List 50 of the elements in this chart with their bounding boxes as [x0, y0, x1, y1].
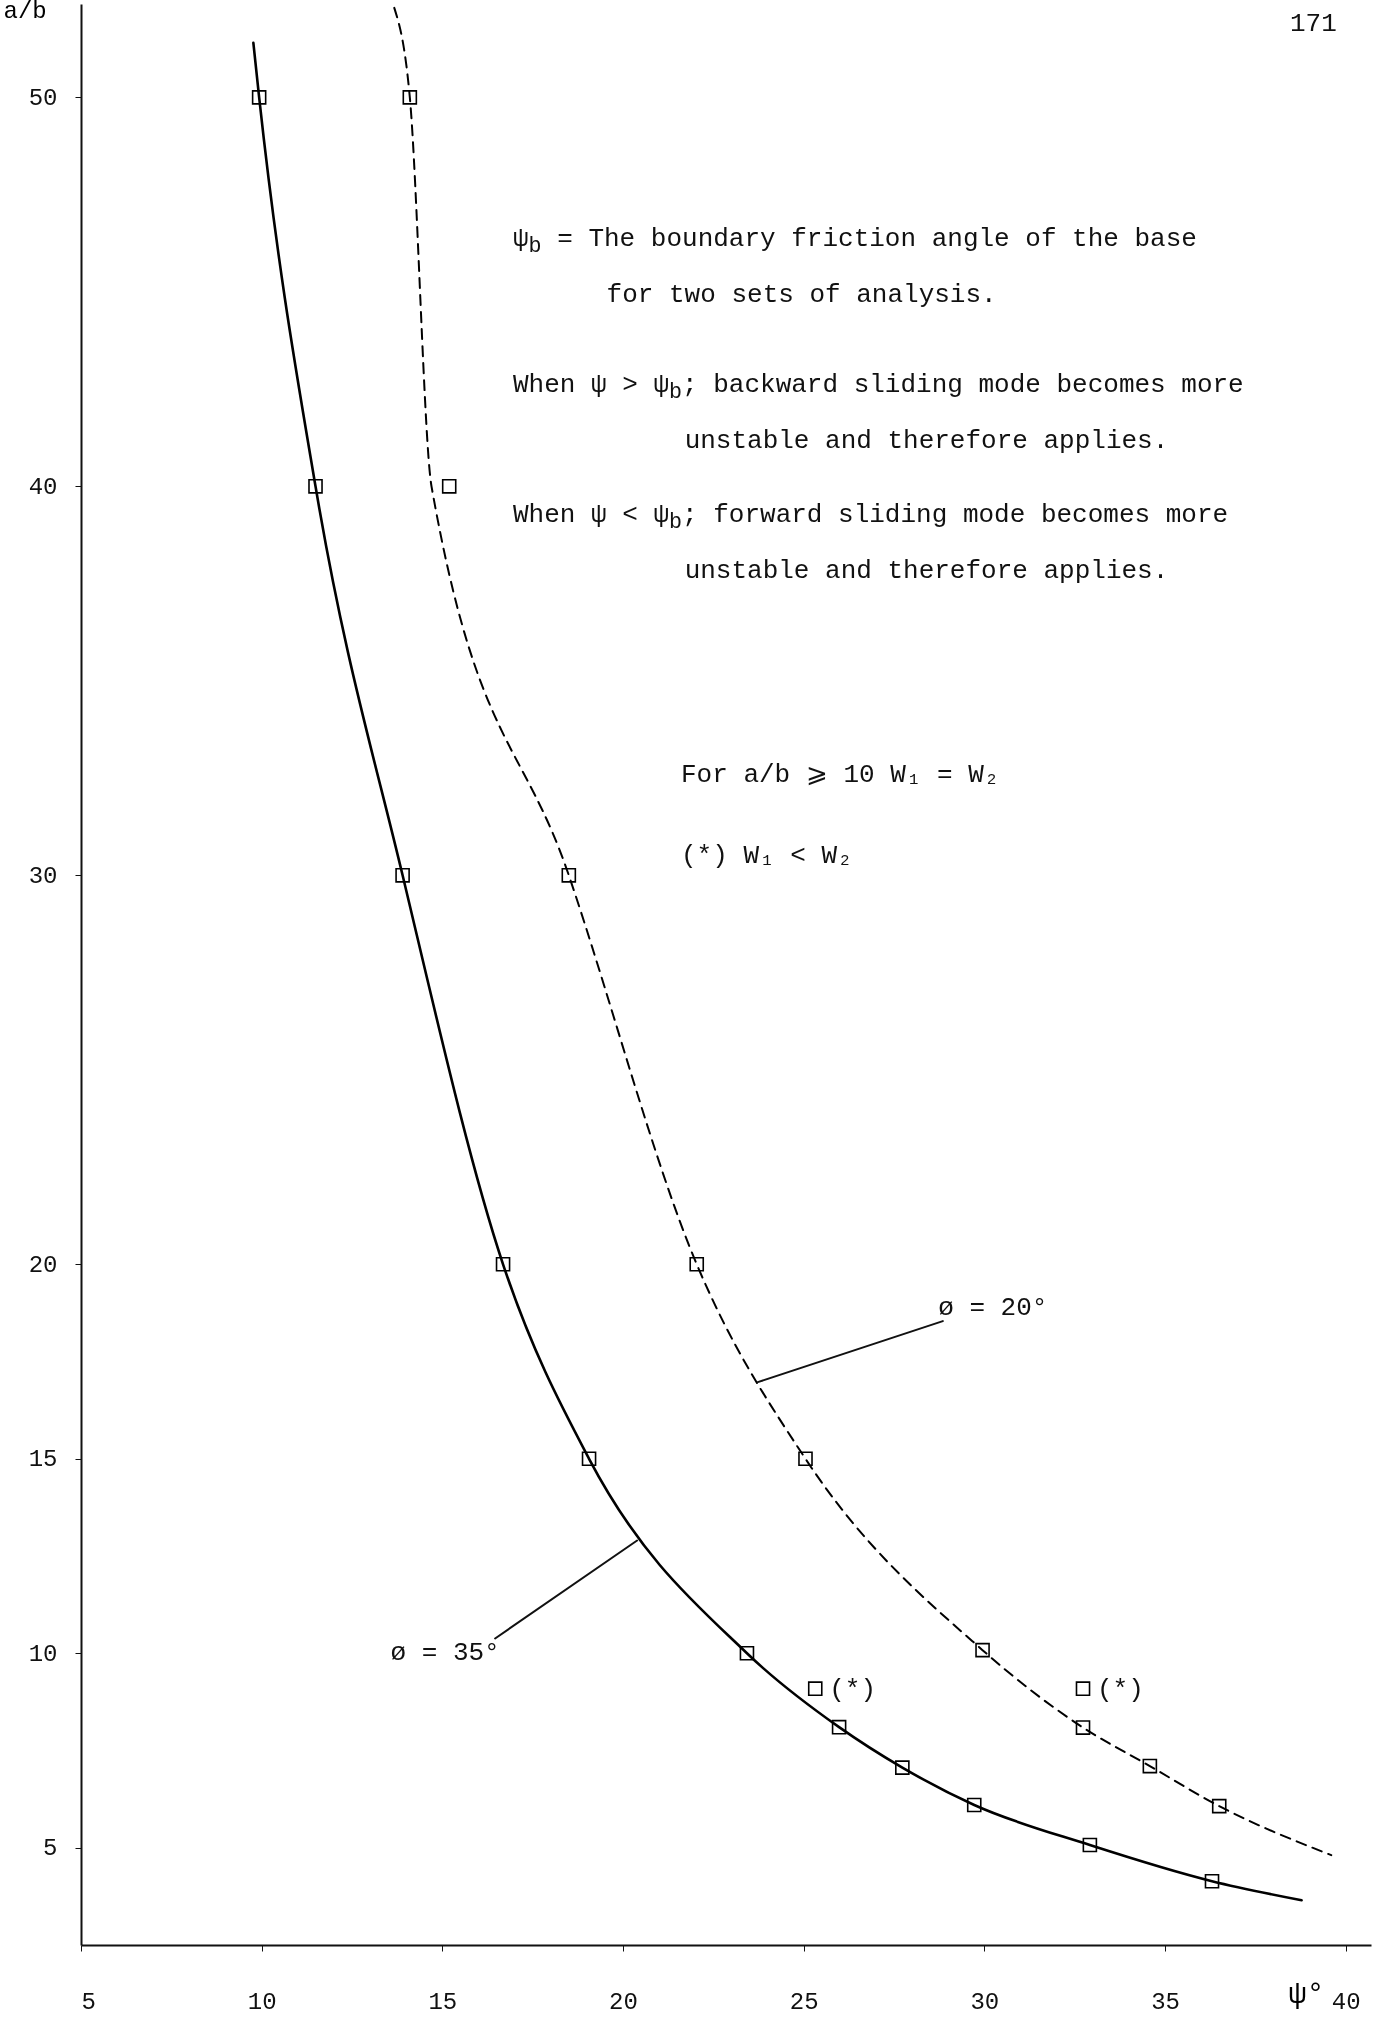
annotation: 171: [1290, 8, 1338, 41]
y-tick-label: 50: [28, 84, 58, 112]
x-tick-label: 25: [789, 1988, 819, 2016]
point: [739, 1645, 755, 1661]
point: [1204, 1873, 1220, 1889]
point: [895, 1760, 910, 1775]
point: [966, 1797, 982, 1813]
y-tick-label: 40: [28, 473, 58, 501]
point: [251, 90, 267, 105]
annotation: (*): [1097, 1674, 1144, 1705]
line-series: [251, 41, 1303, 1902]
point: [561, 867, 577, 883]
point: [308, 479, 323, 494]
x-tick-label: 20: [609, 1988, 638, 2016]
y-tick-label: 15: [28, 1446, 58, 1474]
annotation: (*) W₁ < W₂: [681, 840, 854, 873]
annotation: For a/b ⩾ 10 W₁ = W₂: [681, 759, 1001, 792]
x-tick-label: 40: [1331, 1988, 1361, 2016]
x-tick-label: 15: [428, 1988, 458, 2016]
y-tick-label: 30: [28, 862, 58, 890]
annotation: When ψ > ψ$_{b}$; backward sliding mode becomes more unstable and therefore applies.: [513, 369, 1245, 459]
annotation: ø = 20°: [938, 1293, 1048, 1324]
point: [1075, 1720, 1091, 1735]
y-tick-label: 20: [28, 1251, 58, 1279]
annotation: ψ$_{b}$ = The boundary friction angle of the base for two sets of analysis.: [513, 223, 1198, 313]
annotation: (*): [829, 1674, 877, 1705]
point: [402, 90, 418, 105]
point: [831, 1719, 847, 1735]
y-tick-label: 10: [28, 1640, 58, 1668]
point: [1082, 1837, 1098, 1853]
point: [395, 867, 410, 883]
point: [807, 1681, 823, 1696]
point: [581, 1451, 597, 1467]
point: [798, 1451, 813, 1467]
x-axis-title: ψ°: [1288, 1977, 1325, 2012]
annotation: ø = 35°: [390, 1638, 500, 1669]
point: [975, 1642, 990, 1658]
point: [441, 479, 457, 494]
annotation: When ψ < ψ$_{b}$; forward sliding mode becomes more unstable and therefore applies.: [513, 499, 1230, 589]
x-tick-label: 10: [247, 1988, 277, 2016]
point: [1075, 1681, 1091, 1696]
y-axis-title: a/b: [3, 0, 47, 25]
point: [495, 1256, 511, 1272]
x-tick-label: 35: [1151, 1988, 1180, 2016]
point: [689, 1256, 705, 1272]
y-tick-label: 5: [43, 1835, 58, 1863]
x-tick-label: 30: [970, 1988, 1000, 2016]
x-tick-label: 5: [81, 1988, 96, 2016]
point: [1142, 1758, 1158, 1774]
point: [1211, 1798, 1227, 1814]
